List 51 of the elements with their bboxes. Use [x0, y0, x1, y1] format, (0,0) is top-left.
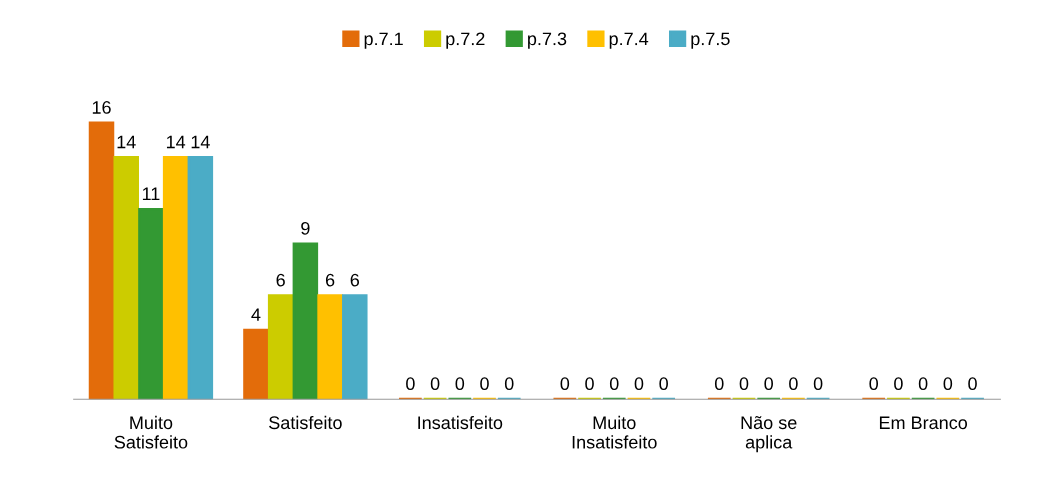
data-label: 0	[869, 377, 879, 391]
data-label: 16	[92, 101, 111, 114]
data-label: 0	[659, 377, 668, 391]
data-label: 0	[714, 377, 724, 391]
data-label: 0	[789, 377, 798, 391]
bar	[267, 294, 294, 400]
x-tick-label: Insatisfeito	[418, 415, 503, 430]
data-label: 14	[191, 135, 210, 149]
data-label: 0	[430, 377, 440, 391]
bar	[292, 242, 319, 400]
x-tick-label: Em Branco	[879, 416, 968, 430]
legend-label: p.7.1	[364, 32, 403, 49]
bar	[243, 328, 269, 400]
data-label: 0	[585, 377, 594, 391]
data-label: 11	[142, 187, 160, 200]
data-label: 0	[634, 377, 644, 391]
bar	[138, 207, 164, 400]
data-label: 0	[739, 377, 749, 391]
data-label: 14	[117, 135, 136, 149]
data-label: 0	[764, 377, 774, 391]
bar	[113, 156, 139, 400]
data-label: 9	[301, 221, 310, 235]
legend-label: p.7.5	[691, 32, 730, 49]
bar	[88, 121, 115, 400]
data-label: 0	[504, 377, 514, 391]
x-tick-label: Satisfeito	[269, 415, 342, 430]
bar	[317, 294, 343, 400]
data-label: 0	[560, 377, 570, 391]
data-label: 4	[251, 308, 261, 321]
data-label: 0	[609, 377, 619, 391]
data-label: 0	[918, 377, 928, 391]
data-label: 6	[350, 273, 360, 287]
data-label: 6	[276, 273, 285, 287]
data-label: 6	[325, 273, 335, 287]
bar	[187, 156, 214, 400]
legend-label: p.7.2	[446, 32, 485, 49]
data-label: 0	[894, 377, 903, 391]
bar	[162, 156, 189, 400]
bar	[342, 294, 368, 400]
data-label: 14	[166, 135, 186, 149]
data-label: 0	[968, 377, 977, 391]
legend-label: p.7.3	[528, 32, 567, 49]
data-label: 0	[943, 377, 953, 391]
data-label: 0	[480, 377, 489, 391]
x-tick-label: Muito Satisfeito	[114, 415, 188, 449]
data-label: 0	[455, 377, 465, 391]
data-label: 0	[813, 377, 823, 391]
legend-label: p.7.4	[609, 32, 649, 49]
x-tick-label: Não se aplica	[741, 416, 797, 453]
x-tick-label: Muito Insatisfeito	[572, 415, 657, 449]
data-label: 0	[406, 377, 415, 391]
